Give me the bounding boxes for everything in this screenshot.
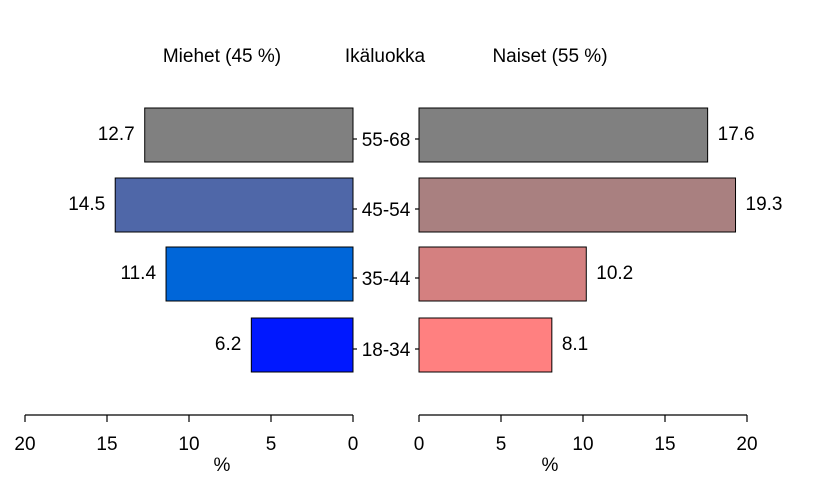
x-axis-left-tick-label: 15 [96,434,117,455]
x-axis-right: 0 5 10 15 20 [414,414,758,455]
category-label-18-34: 18-34 [362,340,411,361]
header-right: Naiset (55 %) [492,46,607,67]
bars-left-group [114,107,354,373]
x-axis-left-tick-label: 5 [266,434,277,455]
x-axis-right-tick-label: 20 [736,434,757,455]
header-left: Miehet (45 %) [163,46,281,67]
x-axis-right-tick-label: 15 [654,434,675,455]
category-label-55-68: 55-68 [362,130,411,151]
x-axis-left-tick-label: 10 [178,434,199,455]
x-axis-right-label: % [542,455,559,476]
bar-naiset-35-44 [418,246,587,302]
bar-naiset-18-34 [418,317,553,373]
value-label-naiset-35-44: 10.2 [596,263,633,284]
header-center: Ikäluokka [345,46,426,67]
value-label-miehet-18-34: 6.2 [215,334,241,355]
x-axis-left-tick-label: 0 [348,434,359,455]
bars-right-group [418,107,737,373]
x-axis-right-tick-label: 5 [496,434,507,455]
value-label-miehet-35-44: 11.4 [120,263,156,284]
value-labels-right-group: 17.6 19.3 10.2 8.1 [562,124,783,355]
x-axis-left-tick-label: 20 [14,434,35,455]
value-label-naiset-45-54: 19.3 [746,194,783,215]
x-axis-left: 20 15 10 5 0 [14,414,359,455]
value-label-naiset-18-34: 8.1 [562,334,588,355]
bar-naiset-55-68 [418,107,709,163]
value-label-miehet-45-54: 14.5 [68,194,105,215]
value-label-naiset-55-68: 17.6 [718,124,755,145]
value-label-miehet-55-68: 12.7 [98,124,135,145]
x-axis-left-label: % [214,455,231,476]
bar-naiset-45-54 [418,177,737,233]
bar-miehet-45-54 [114,177,354,233]
bar-miehet-55-68 [144,107,354,163]
x-axis-right-tick-label: 10 [572,434,593,455]
value-labels-left-group: 12.7 14.5 11.4 6.2 [68,124,241,355]
bar-miehet-35-44 [165,246,354,302]
category-label-35-44: 35-44 [362,269,411,290]
category-label-45-54: 45-54 [362,200,411,221]
bar-miehet-18-34 [250,317,354,373]
x-axis-right-tick-label: 0 [414,434,425,455]
category-labels-group: 55-68 45-54 35-44 18-34 [353,130,419,361]
